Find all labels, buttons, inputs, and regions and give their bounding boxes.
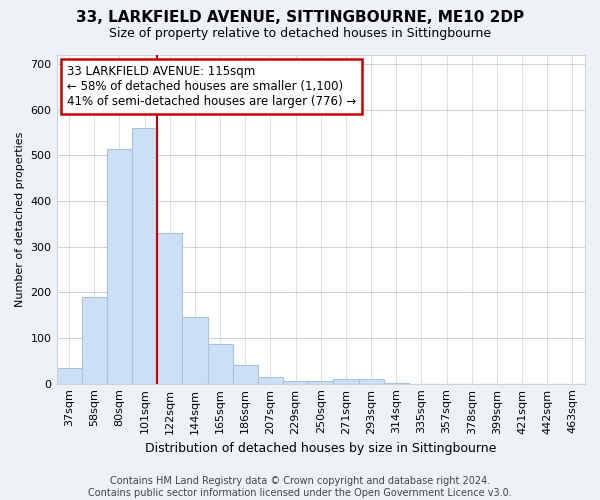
Bar: [283, 382, 308, 384]
Text: Size of property relative to detached houses in Sittingbourne: Size of property relative to detached ho…: [109, 28, 491, 40]
Bar: [258, 377, 283, 384]
Bar: [334, 379, 359, 384]
Bar: [107, 148, 132, 384]
Bar: [233, 366, 258, 384]
Bar: [383, 383, 409, 384]
Bar: [132, 128, 157, 384]
Bar: [182, 318, 208, 384]
Text: Contains HM Land Registry data © Crown copyright and database right 2024.
Contai: Contains HM Land Registry data © Crown c…: [88, 476, 512, 498]
Bar: [208, 344, 233, 384]
Text: 33, LARKFIELD AVENUE, SITTINGBOURNE, ME10 2DP: 33, LARKFIELD AVENUE, SITTINGBOURNE, ME1…: [76, 10, 524, 25]
Text: 33 LARKFIELD AVENUE: 115sqm
← 58% of detached houses are smaller (1,100)
41% of : 33 LARKFIELD AVENUE: 115sqm ← 58% of det…: [67, 65, 356, 108]
Bar: [82, 297, 107, 384]
X-axis label: Distribution of detached houses by size in Sittingbourne: Distribution of detached houses by size …: [145, 442, 496, 455]
Y-axis label: Number of detached properties: Number of detached properties: [15, 132, 25, 307]
Bar: [359, 379, 383, 384]
Bar: [308, 382, 334, 384]
Bar: [56, 368, 82, 384]
Bar: [157, 233, 182, 384]
